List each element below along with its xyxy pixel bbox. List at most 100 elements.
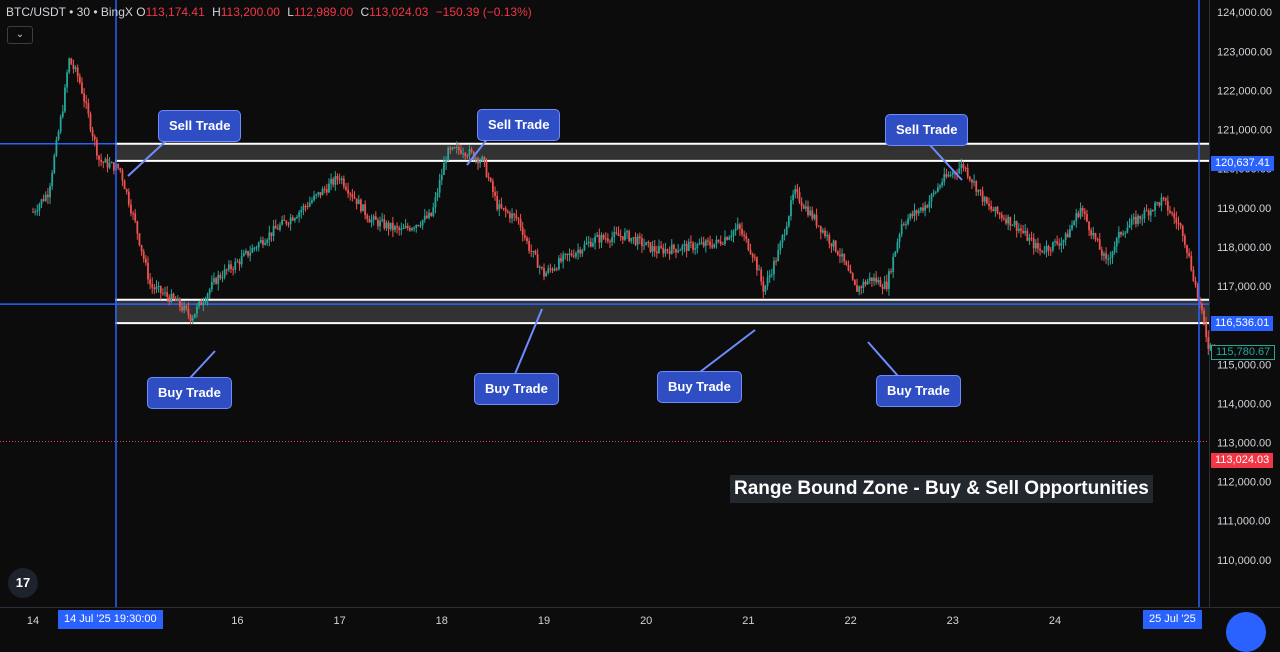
candle-body (319, 192, 322, 196)
candle-body (434, 197, 437, 208)
candle-body (638, 236, 641, 239)
candle-body (102, 161, 105, 163)
candle-body (538, 266, 541, 268)
candle-body (675, 248, 677, 253)
candle-body (1043, 251, 1046, 253)
candle-body (385, 222, 388, 229)
candle-body (1188, 252, 1191, 257)
candle-body (274, 225, 277, 229)
candle-body (881, 286, 884, 289)
candle-body (389, 222, 392, 230)
candle-body (70, 58, 73, 65)
candle-body (847, 265, 850, 271)
candle-body (1009, 216, 1012, 226)
candle-body (936, 187, 939, 192)
candle-body (624, 232, 626, 240)
candle-body (38, 204, 41, 211)
candle-body (860, 286, 863, 289)
candle-body (919, 207, 922, 211)
candle-body (1032, 238, 1035, 249)
candle-body (336, 176, 339, 180)
candle-body (330, 179, 332, 184)
close-value: 113,024.03 (369, 5, 429, 19)
candle-body (136, 221, 139, 234)
candle-body (994, 206, 997, 212)
candle-body (332, 179, 335, 185)
candle-body (1086, 213, 1088, 222)
candle-body (1020, 228, 1022, 231)
candle-body (157, 285, 160, 287)
tradingview-logo[interactable]: 17 (8, 568, 38, 598)
callout-pointer-3 (927, 142, 963, 181)
candle-body (690, 241, 692, 243)
candle-body (943, 174, 946, 183)
candle-body (468, 149, 471, 156)
candle-body (470, 149, 473, 152)
candle-body (672, 244, 675, 249)
x-axis-tick-label: 19 (538, 615, 550, 627)
candle-body (1066, 233, 1069, 238)
candle-body (1156, 202, 1159, 204)
candle-body (858, 286, 861, 292)
candle-body (402, 228, 405, 230)
candle-body (349, 193, 352, 195)
candle-body (123, 180, 126, 190)
y-axis-tick-label: 121,000.00 (1217, 125, 1272, 137)
candle-body (664, 249, 667, 254)
candle-body (1115, 237, 1118, 247)
candle-body (225, 269, 228, 271)
candle-body (660, 246, 663, 248)
candle-body (266, 240, 269, 243)
candle-body (796, 188, 799, 192)
candle-body (494, 192, 496, 196)
candle-body (1158, 202, 1161, 206)
candle-body (1113, 246, 1116, 252)
candle-body (834, 240, 837, 252)
collapse-legend-button[interactable]: ⌄ (7, 26, 33, 44)
candle-body (272, 225, 275, 236)
candle-body (709, 241, 711, 246)
candle-body (800, 202, 803, 206)
candle-body (485, 161, 488, 177)
candle-body (44, 194, 47, 201)
candle-body (636, 236, 639, 245)
candle-body (400, 228, 403, 230)
symbol-title[interactable]: BTC/USDT • 30 • BingX (6, 5, 133, 19)
candle-body (619, 235, 622, 237)
candle-body (1062, 240, 1065, 243)
candle-body (1164, 197, 1167, 201)
candle-body (1030, 237, 1033, 239)
candle-body (794, 188, 797, 195)
candle-body (1160, 197, 1163, 206)
candle-body (166, 292, 169, 297)
candle-body (647, 242, 650, 244)
candle-body (423, 215, 426, 221)
candle-body (907, 218, 909, 225)
candle-body (351, 193, 354, 198)
candle-body (440, 174, 443, 181)
candle-body (753, 257, 756, 259)
candle-body (1069, 229, 1071, 238)
candle-body (219, 274, 222, 278)
candle-body (215, 278, 218, 284)
buy-trade-callout-4: Buy Trade (876, 375, 961, 407)
candle-body (617, 233, 620, 236)
candle-body (255, 247, 258, 249)
candle-body (632, 237, 635, 239)
candle-body (634, 237, 637, 245)
candle-body (879, 279, 882, 287)
price-chart[interactable]: 124,000.00 123,000.00 122,000.00 121,000.00… (0, 0, 1280, 629)
candle-body (566, 253, 569, 255)
candle-body (668, 250, 671, 255)
candle-body (127, 191, 130, 205)
candle-body (323, 188, 326, 190)
candle-body (1143, 210, 1146, 219)
floating-action-button[interactable] (1226, 612, 1266, 652)
candle-body (547, 268, 550, 273)
candle-body (775, 260, 777, 262)
candle-body (421, 220, 424, 226)
candle-body (719, 241, 722, 244)
candle-body (174, 298, 177, 302)
y-axis-tick-label: 117,000.00 (1217, 281, 1271, 293)
x-axis-tick-label: 24 (1049, 615, 1061, 627)
